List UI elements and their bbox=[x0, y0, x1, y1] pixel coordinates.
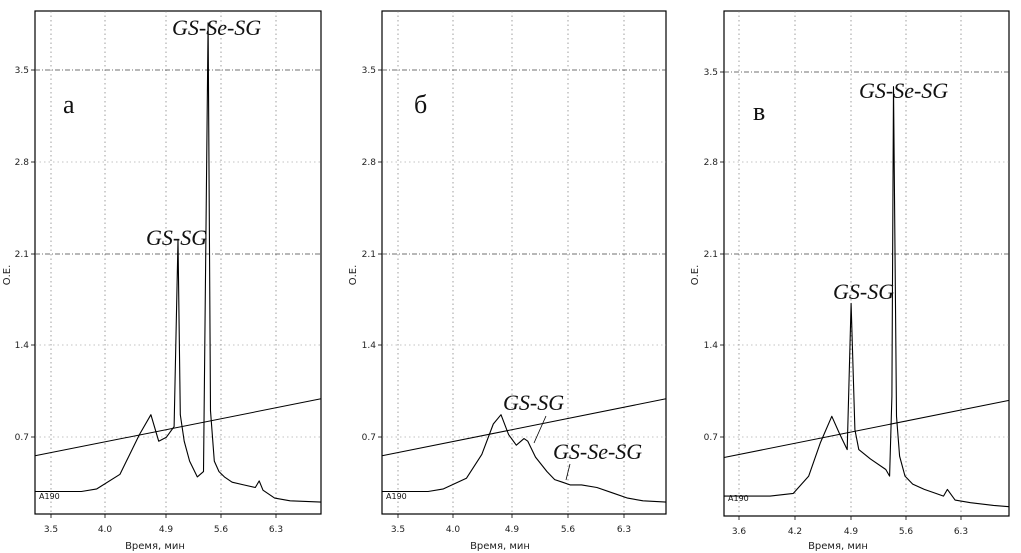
panel-letter: в bbox=[753, 97, 765, 126]
channel-label: A190 bbox=[39, 492, 60, 501]
y-tick-label: 2.8 bbox=[15, 158, 30, 168]
y-tick-label: 0.7 bbox=[15, 433, 29, 443]
chromatogram-trace bbox=[35, 22, 322, 503]
chromatogram-trace bbox=[724, 86, 1010, 508]
x-tick-label: 4.9 bbox=[505, 525, 520, 535]
gradient-line bbox=[34, 398, 322, 457]
peak-annotation: GS-SG bbox=[833, 279, 894, 304]
peak-annotation: GS-SG bbox=[503, 390, 564, 415]
y-tick-label: 0.7 bbox=[362, 433, 376, 443]
x-axis-label: Время, мин bbox=[125, 541, 185, 552]
x-tick-label: 5.6 bbox=[899, 527, 914, 537]
x-tick-label: 6.3 bbox=[954, 527, 968, 537]
channel-label: A190 bbox=[728, 494, 749, 503]
y-tick-label: 2.1 bbox=[704, 250, 718, 260]
y-tick-label: 2.8 bbox=[362, 158, 377, 168]
y-tick-label: 2.1 bbox=[15, 250, 29, 260]
x-tick-label: 3.5 bbox=[44, 525, 58, 535]
y-axis-label: О.Е. bbox=[690, 265, 701, 286]
peak-annotation: GS-Se-SG bbox=[859, 78, 948, 103]
annotation-leader bbox=[533, 415, 547, 444]
y-tick-label: 1.4 bbox=[704, 341, 719, 351]
x-tick-label: 5.6 bbox=[214, 525, 229, 535]
x-tick-label: 6.3 bbox=[269, 525, 283, 535]
x-tick-label: 4.2 bbox=[788, 527, 802, 537]
y-tick-label: 3.5 bbox=[15, 66, 29, 76]
panel-b: 3.5 4.0 4.9 5.6 6.3 0.7 1.4 2.1 2.8 3.5 Время, мин… bbox=[348, 10, 667, 552]
y-tick-label: 3.5 bbox=[362, 66, 376, 76]
channel-label: A190 bbox=[386, 492, 407, 501]
gradient-line bbox=[723, 399, 1010, 458]
y-tick-label: 1.4 bbox=[362, 341, 377, 351]
peak-annotation: GS-SG bbox=[146, 225, 207, 250]
y-tick-label: 2.1 bbox=[362, 250, 376, 260]
peak-annotation: GS-Se-SG bbox=[553, 439, 642, 464]
y-tick-label: 0.7 bbox=[704, 433, 718, 443]
y-tick-label: 2.8 bbox=[704, 158, 719, 168]
x-tick-label: 3.5 bbox=[391, 525, 405, 535]
plot-frame bbox=[723, 10, 1010, 517]
x-axis-label: Время, мин bbox=[470, 541, 530, 552]
panel-a: 3.5 4.0 4.9 5.6 6.3 0.7 1.4 2.1 2.8 3.5 Время, мин… bbox=[2, 10, 322, 552]
x-tick-label: 4.9 bbox=[844, 527, 859, 537]
x-tick-label: 4.9 bbox=[159, 525, 174, 535]
y-axis-label: О.Е. bbox=[348, 265, 359, 286]
x-axis-label: Время, мин bbox=[808, 541, 868, 552]
x-tick-label: 4.0 bbox=[446, 525, 461, 535]
y-tick-label: 1.4 bbox=[15, 341, 30, 351]
panel-letter: б bbox=[414, 90, 427, 119]
y-tick-label: 3.5 bbox=[704, 68, 718, 78]
x-tick-label: 6.3 bbox=[617, 525, 631, 535]
plot-frame bbox=[34, 10, 322, 515]
annotation-leader bbox=[565, 463, 571, 481]
plot-frame bbox=[381, 10, 667, 515]
x-tick-label: 3.6 bbox=[732, 527, 747, 537]
gradient-line bbox=[381, 398, 667, 457]
y-axis-label: О.Е. bbox=[2, 265, 13, 286]
panel-v: 3.6 4.2 4.9 5.6 6.3 0.7 1.4 2.1 2.8 3.5 Время, мин… bbox=[690, 10, 1010, 552]
peak-annotation: GS-Se-SG bbox=[172, 15, 261, 40]
chromatogram-trace bbox=[382, 414, 667, 503]
panel-letter: а bbox=[63, 90, 75, 119]
x-tick-label: 4.0 bbox=[98, 525, 113, 535]
x-tick-label: 5.6 bbox=[561, 525, 576, 535]
